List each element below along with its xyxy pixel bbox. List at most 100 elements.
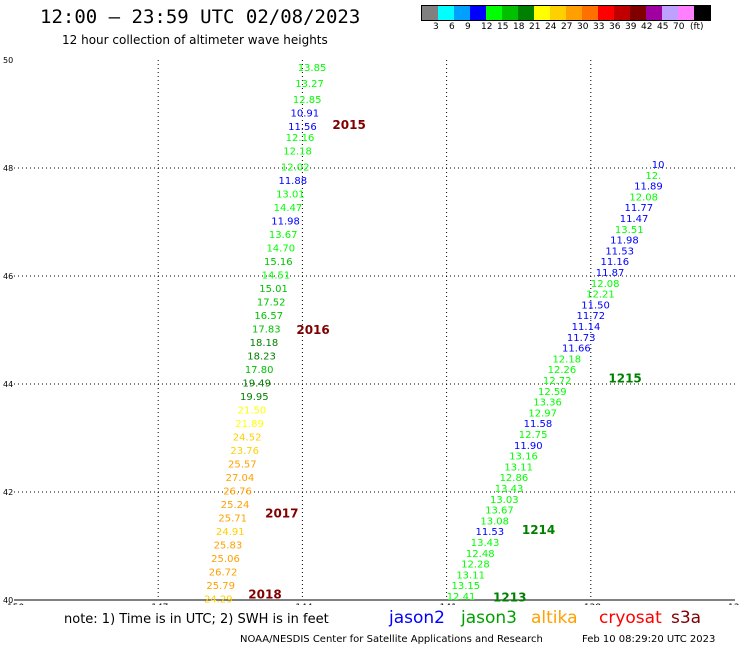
legend-label: 6 xyxy=(449,22,455,32)
swh-value: 13.11 xyxy=(456,570,485,581)
swh-value: 11.47 xyxy=(620,214,649,225)
legend-swatch xyxy=(678,6,694,20)
satellite-legend-altika: altika xyxy=(531,608,578,628)
swh-value: 13.43 xyxy=(471,538,500,549)
swh-value: 11.58 xyxy=(524,419,553,430)
pass-number-label: 1215 xyxy=(608,372,641,386)
swh-value: 19.49 xyxy=(242,379,271,390)
swh-value: 13.36 xyxy=(533,398,562,409)
swh-value: 24.91 xyxy=(216,527,245,538)
swh-value: 25.71 xyxy=(218,514,247,525)
x-tick-label: -135 xyxy=(725,603,740,605)
swh-value: 26.76 xyxy=(223,487,252,498)
swh-value: 15.16 xyxy=(264,257,293,268)
map-plot: -150 -147 -144 -141 -138 -135 40 42 44 46 48 50 13.8… xyxy=(3,56,740,605)
swh-value: 14.47 xyxy=(274,203,303,214)
swh-value: 12.08 xyxy=(591,279,620,290)
swh-value: 24.29 xyxy=(204,595,233,605)
swh-value: 13.67 xyxy=(485,506,514,517)
legend-swatch xyxy=(630,6,646,20)
legend-swatch xyxy=(502,6,518,20)
x-tick-label: -147 xyxy=(148,603,168,605)
swh-value: 16.57 xyxy=(254,311,283,322)
swh-value: 13.51 xyxy=(615,225,644,236)
swh-value: 12.28 xyxy=(461,560,490,571)
legend-swatch xyxy=(598,6,614,20)
x-tick-label: -150 xyxy=(4,603,25,605)
page-subtitle: 12 hour collection of altimeter wave hei… xyxy=(62,33,328,47)
footer-credit: NOAA/NESDIS Center for Satellite Applica… xyxy=(240,634,543,645)
swh-value: 25.06 xyxy=(211,554,240,565)
legend-label: 15 xyxy=(497,22,509,32)
units-note: note: 1) Time is in UTC; 2) SWH is in fe… xyxy=(64,612,329,627)
swh-value: 11.73 xyxy=(567,333,596,344)
swh-value: 11.98 xyxy=(271,217,300,228)
swh-value: 19.95 xyxy=(240,392,269,403)
swh-value: 12. xyxy=(645,171,661,182)
swh-value: 11.50 xyxy=(581,300,610,311)
swh-value: 12.86 xyxy=(500,473,529,484)
legend-label: 18 xyxy=(513,22,525,32)
swh-value: 13.27 xyxy=(295,79,324,90)
swh-value: 21.50 xyxy=(238,406,267,417)
swh-value: 12.18 xyxy=(552,354,581,365)
legend-label: 24 xyxy=(545,22,557,32)
swh-value: 24.52 xyxy=(233,433,262,444)
swh-value: 13.01 xyxy=(276,190,305,201)
pass-number-label: 1214 xyxy=(522,523,555,537)
legend-label: 42 xyxy=(641,22,653,32)
swh-value: 12.21 xyxy=(586,290,615,301)
swh-value: 11.16 xyxy=(601,257,630,268)
swh-value: 12.18 xyxy=(283,147,312,158)
y-tick-label: 44 xyxy=(3,380,13,389)
swh-value: 11.72 xyxy=(576,311,605,322)
y-tick-label: 42 xyxy=(3,488,13,497)
swh-value: 11.98 xyxy=(610,236,639,247)
swh-value: 25.83 xyxy=(214,541,243,552)
swh-value: 14.51 xyxy=(262,271,291,282)
legend-swatch xyxy=(470,6,486,20)
swh-value: 13.16 xyxy=(509,452,538,463)
pass-number-label: 2018 xyxy=(248,588,281,602)
swh-value: 25.24 xyxy=(221,500,250,511)
x-tick-label: -138 xyxy=(581,603,602,605)
swh-value: 13.67 xyxy=(269,230,298,241)
swh-value: 17.83 xyxy=(252,325,281,336)
satellite-legend-cryosat: cryosat xyxy=(599,608,662,628)
swh-value: 11.53 xyxy=(605,246,634,257)
legend-swatch xyxy=(662,6,678,20)
swh-value: 12.16 xyxy=(286,133,315,144)
swh-value: 18.18 xyxy=(250,338,279,349)
swh-value: 12.08 xyxy=(629,192,658,203)
x-tick-label: -141 xyxy=(436,603,456,605)
pass-number-label: 1213 xyxy=(493,590,526,604)
swh-value: 12.75 xyxy=(519,430,548,441)
swh-value: 11.56 xyxy=(288,122,317,133)
legend-label: 27 xyxy=(561,22,573,32)
swh-value: 15.01 xyxy=(259,284,288,295)
swh-value: 11.77 xyxy=(625,203,654,214)
swh-value: 21.89 xyxy=(235,419,264,430)
legend-swatch xyxy=(454,6,470,20)
legend-swatch xyxy=(614,6,630,20)
swh-value: 13.08 xyxy=(480,516,509,527)
legend-label: 39 xyxy=(625,22,637,32)
legend-label: 12 xyxy=(481,22,493,32)
swh-value: 27.04 xyxy=(226,473,255,484)
swh-value: 11.14 xyxy=(572,322,601,333)
legend-label: (ft) xyxy=(690,22,704,32)
swh-value: 10 xyxy=(652,160,665,171)
legend-swatch xyxy=(566,6,582,20)
swh-value: 13.43 xyxy=(495,484,524,495)
y-tick-label: 46 xyxy=(3,272,13,281)
satellite-legend-jason2: jason2 xyxy=(389,608,445,628)
y-tick-label: 40 xyxy=(3,596,13,605)
swh-value: 11.66 xyxy=(562,344,591,355)
swh-value: 12.59 xyxy=(538,387,567,398)
swh-value: 11.53 xyxy=(476,527,505,538)
legend-swatch xyxy=(486,6,502,20)
legend-swatch xyxy=(422,6,438,20)
swh-value: 14.70 xyxy=(266,244,295,255)
swh-value: 10.91 xyxy=(290,109,319,120)
swh-value: 12.48 xyxy=(466,549,495,560)
